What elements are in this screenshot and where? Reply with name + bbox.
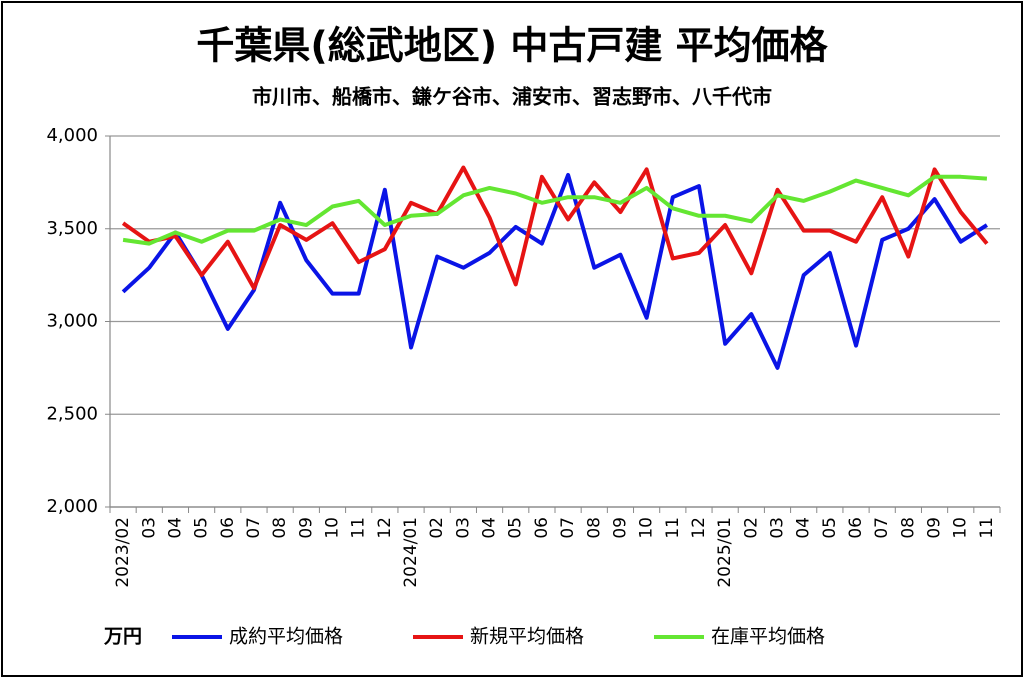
x-tick-label: 07 <box>244 517 264 539</box>
x-tick-label: 05 <box>506 517 526 539</box>
x-tick-label: 03 <box>453 517 473 539</box>
x-tick-label: 07 <box>872 517 892 539</box>
x-tick-label: 08 <box>898 517 918 539</box>
x-tick-label: 05 <box>192 517 212 539</box>
x-tick-label: 2025/01 <box>715 517 735 588</box>
series-line <box>122 174 988 246</box>
x-tick-label: 06 <box>532 517 552 539</box>
x-tick-label: 08 <box>270 517 290 539</box>
x-tick-label: 10 <box>637 517 657 539</box>
x-tick-label: 03 <box>768 517 788 539</box>
y-unit: 万円 <box>103 626 142 648</box>
chart-subtitle: 市川市、船橋市、鎌ケ谷市、浦安市、習志野市、八千代市 <box>252 85 772 109</box>
x-tick-label: 11 <box>349 517 369 539</box>
x-tick-label: 04 <box>165 517 185 539</box>
x-tick-label: 2024/01 <box>401 517 421 588</box>
y-tick-label: 3,500 <box>46 218 98 239</box>
x-tick-label: 04 <box>480 517 500 539</box>
x-tick-label: 09 <box>296 517 316 539</box>
x-tick-label: 11 <box>663 517 683 539</box>
x-tick-label: 04 <box>794 517 814 539</box>
chart-title: 千葉県(総武地区) 中古戸建 平均価格 <box>196 24 828 68</box>
x-tick-label: 2023/02 <box>113 517 133 588</box>
y-tick-label: 2,500 <box>46 403 98 424</box>
x-tick-label: 03 <box>139 517 159 539</box>
x-tick-label: 11 <box>977 517 997 539</box>
y-tick-label: 3,000 <box>46 311 98 332</box>
x-tick-label: 06 <box>218 517 238 539</box>
legend-label: 成約平均価格 <box>229 626 343 648</box>
x-tick-label: 08 <box>584 517 604 539</box>
y-tick-label: 2,000 <box>46 496 98 517</box>
x-tick-label: 06 <box>846 517 866 539</box>
series-line <box>121 165 989 291</box>
x-tick-label: 12 <box>689 517 709 539</box>
x-tick-label: 07 <box>558 517 578 539</box>
series-line <box>121 172 988 370</box>
x-tick-label: 12 <box>375 517 395 539</box>
x-tick-label: 10 <box>323 517 343 539</box>
x-tick-label: 05 <box>820 517 840 539</box>
legend-label: 新規平均価格 <box>470 626 584 648</box>
x-tick-label: 09 <box>925 517 945 539</box>
y-tick-label: 4,000 <box>46 125 98 146</box>
x-tick-label: 10 <box>951 517 971 539</box>
legend-label: 在庫平均価格 <box>711 626 825 648</box>
x-tick-label: 02 <box>741 517 761 539</box>
x-tick-label: 02 <box>427 517 447 539</box>
x-tick-label: 09 <box>610 517 630 539</box>
